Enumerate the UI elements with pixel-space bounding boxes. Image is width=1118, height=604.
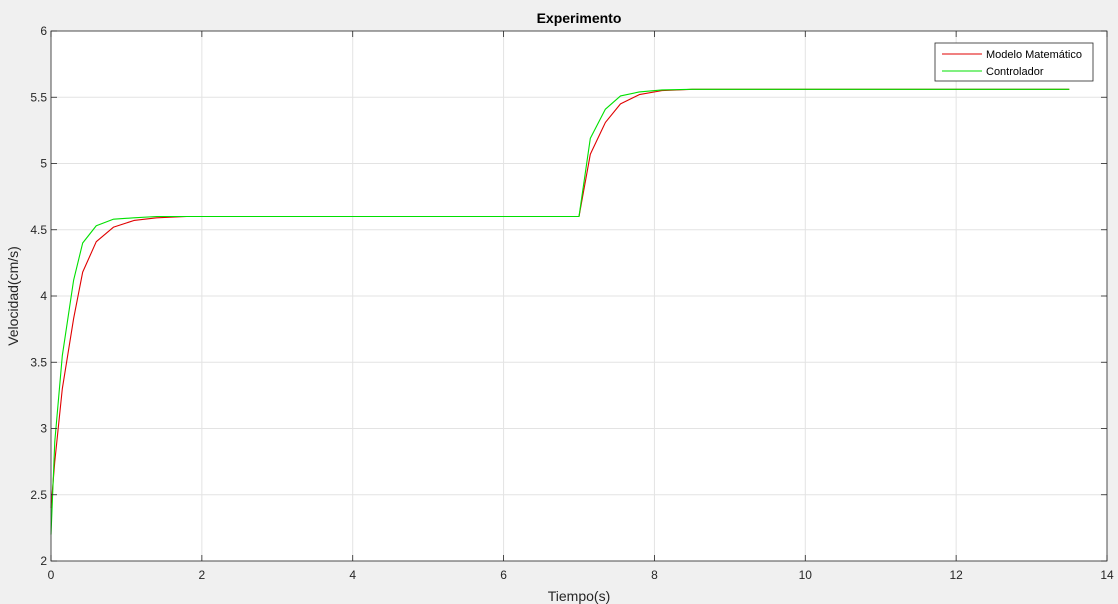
x-tick-label: 0 xyxy=(48,568,55,582)
x-tick-label: 10 xyxy=(799,568,813,582)
x-tick-label: 4 xyxy=(349,568,356,582)
y-tick-label: 2 xyxy=(40,554,47,568)
y-tick-label: 5 xyxy=(40,157,47,171)
legend-box xyxy=(934,42,1094,82)
x-tick-label: 2 xyxy=(199,568,206,582)
series-layer xyxy=(50,88,1070,535)
x-tick-label: 6 xyxy=(500,568,507,582)
y-tick-label: 4.5 xyxy=(30,223,47,237)
legend-label-modelo: Modelo Matemático xyxy=(986,49,1082,61)
y-tick-label: 6 xyxy=(40,24,47,38)
ticks xyxy=(50,30,1108,562)
y-axis-label: Velocidad(cm/s) xyxy=(5,246,21,346)
x-axis-label: Tiempo(s) xyxy=(548,588,611,604)
y-tick-label: 3 xyxy=(40,422,47,436)
y-tick-label: 5.5 xyxy=(30,90,47,104)
x-tick-label: 8 xyxy=(651,568,658,582)
legend: Modelo Matemático Controlador xyxy=(934,42,1094,82)
x-tick-label: 12 xyxy=(949,568,963,582)
x-tick-label: 14 xyxy=(1100,568,1114,582)
series-line-controlador xyxy=(50,88,1070,535)
chart-title: Experimento xyxy=(537,10,622,26)
y-tick-label: 2.5 xyxy=(30,488,47,502)
legend-label-controlador: Controlador xyxy=(986,66,1044,78)
y-tick-label: 3.5 xyxy=(30,355,47,369)
y-tick-label: 4 xyxy=(40,289,47,303)
